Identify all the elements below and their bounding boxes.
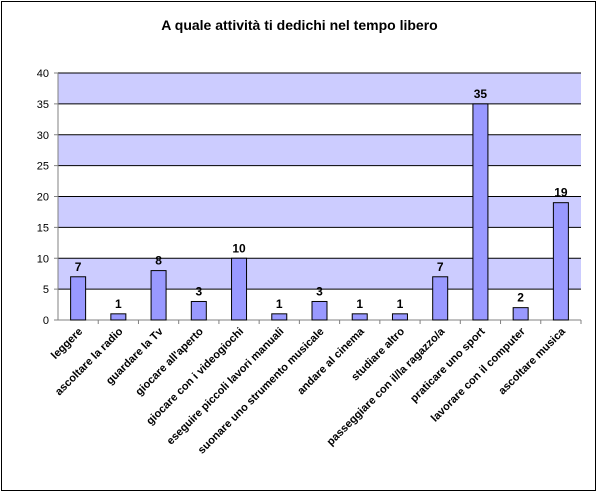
plot-band: [58, 196, 581, 228]
category-label: giocare all'aperto: [133, 325, 206, 398]
plot-band: [58, 258, 581, 290]
bar: [472, 103, 489, 321]
data-label: 7: [437, 260, 444, 274]
y-tick-label: 40: [37, 68, 49, 80]
bar: [351, 313, 368, 321]
y-tick-label: 15: [37, 222, 49, 234]
bar: [391, 313, 408, 321]
data-label: 1: [356, 297, 363, 311]
bar: [311, 300, 328, 321]
y-tick-label: 20: [37, 192, 49, 204]
category-label: ascoltare musica: [496, 325, 568, 397]
data-label: 3: [195, 284, 202, 298]
y-tick-label: 25: [37, 161, 49, 173]
category-label: praticare uno sport: [408, 325, 488, 405]
category-label: ascoltare la radio: [53, 325, 126, 398]
bar: [70, 276, 87, 321]
y-tick-label: 35: [37, 99, 49, 111]
data-label: 3: [316, 284, 323, 298]
data-label: 8: [155, 254, 162, 268]
y-axis-ticks: 0 5 10 15 20 25 30 35 40: [37, 68, 58, 327]
chart-title: A quale attività ti dedichi nel tempo li…: [161, 17, 438, 33]
data-labels: 7 1 8 3 10 1 3 1 1 7 35 2 19: [75, 87, 568, 311]
data-label: 10: [232, 241, 246, 255]
bar: [190, 300, 207, 321]
plot-band: [58, 165, 581, 197]
bar: [150, 270, 167, 321]
y-tick-label: 30: [37, 130, 49, 142]
bar: [552, 202, 569, 321]
bar: [432, 276, 449, 321]
data-label: 7: [75, 260, 82, 274]
data-label: 2: [517, 291, 524, 305]
data-label: 1: [397, 297, 404, 311]
y-tick-label: 0: [43, 315, 49, 327]
bars: [70, 103, 569, 321]
plot-background: [58, 73, 581, 320]
gridlines: [58, 72, 581, 290]
plot-band: [58, 73, 581, 104]
bar: [231, 257, 248, 321]
category-label: leggere: [49, 326, 85, 362]
data-label: 1: [115, 297, 122, 311]
y-tick-label: 10: [37, 253, 49, 265]
bar: [110, 313, 127, 321]
category-label: andare al cinema: [295, 325, 367, 397]
data-label: 19: [554, 186, 568, 200]
data-label: 1: [276, 297, 283, 311]
y-tick-label: 5: [43, 284, 49, 296]
plot-band: [58, 227, 581, 259]
plot-band: [58, 103, 581, 135]
plot-band: [58, 134, 581, 166]
data-label: 35: [474, 87, 488, 101]
bar: [271, 313, 288, 321]
bar: [512, 307, 529, 321]
